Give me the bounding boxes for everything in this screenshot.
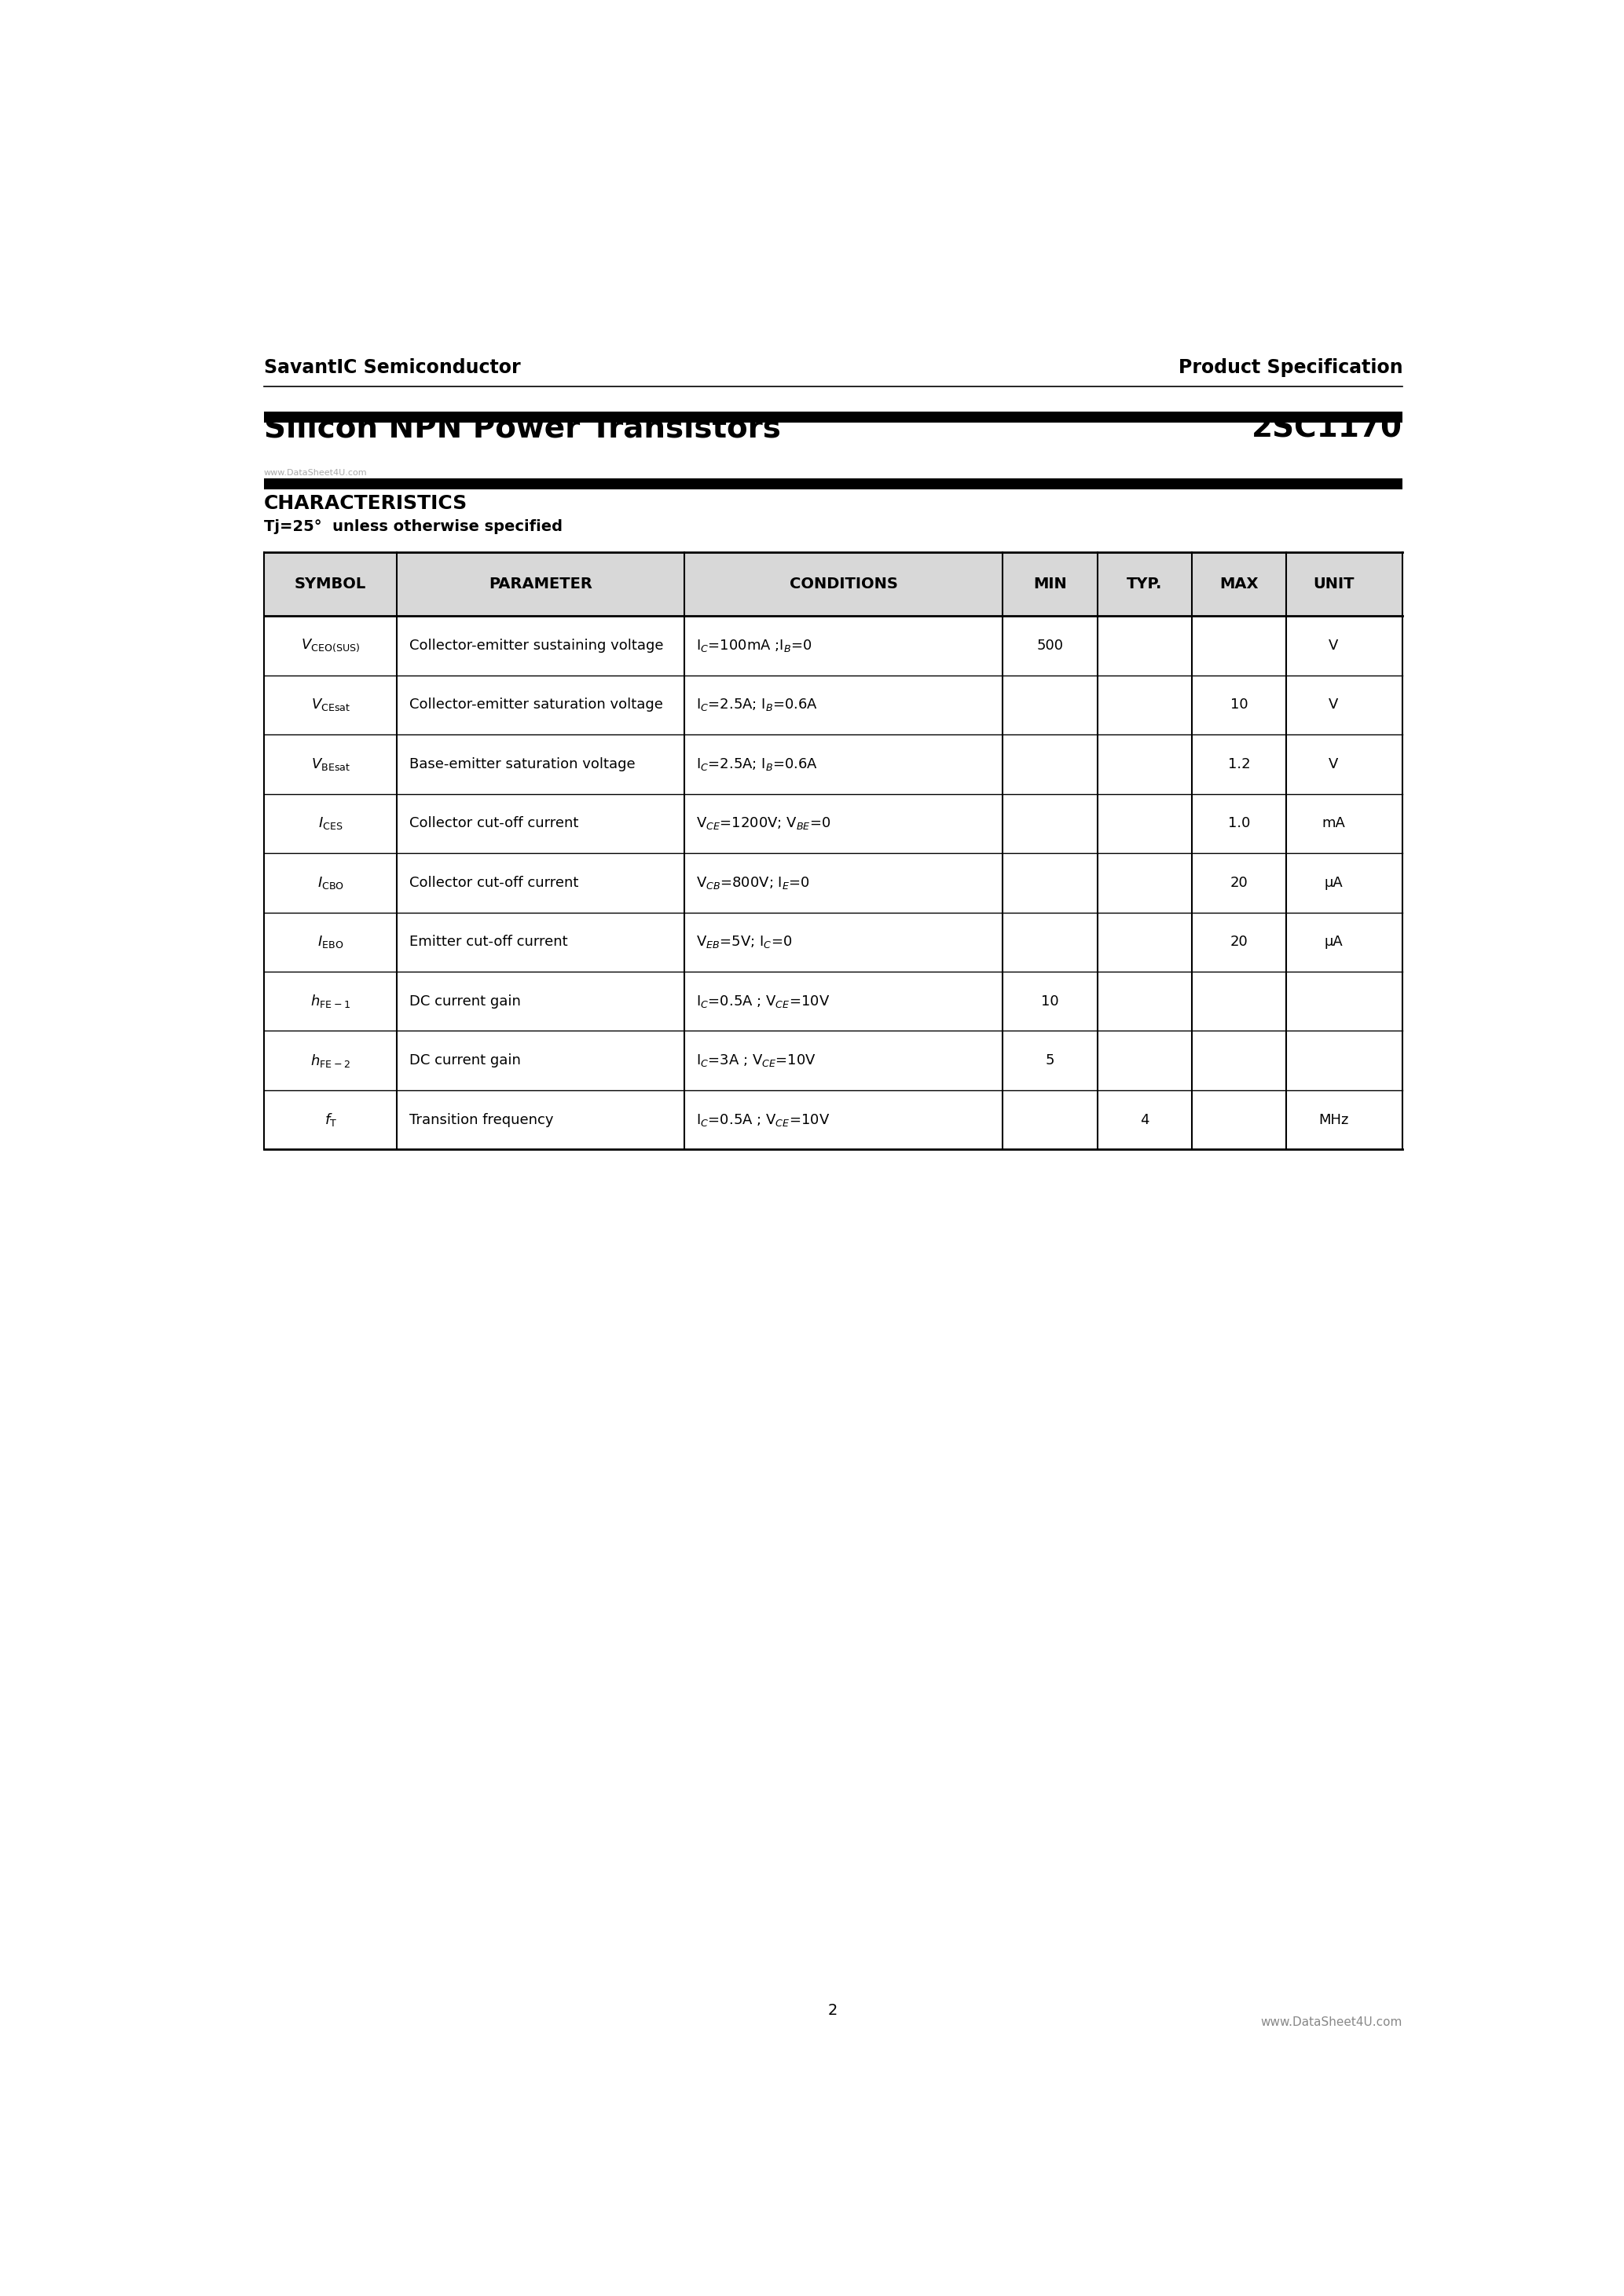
Text: www.DataSheet4U.com: www.DataSheet4U.com [263, 468, 367, 478]
Text: h$_{{\mathrm{{FE-2}}}}$: h$_{{\mathrm{{FE-2}}}}$ [310, 1052, 351, 1070]
Bar [263, 411, 1403, 422]
Text: 2: 2 [828, 2002, 836, 2018]
Text: Tj=25°  unless otherwise specified: Tj=25° unless otherwise specified [263, 519, 562, 535]
Text: 10: 10 [1231, 698, 1247, 712]
Text: μA: μA [1324, 875, 1343, 891]
Text: V: V [1328, 758, 1338, 771]
Text: 4: 4 [1140, 1114, 1150, 1127]
Text: Silicon NPN Power Transistors: Silicon NPN Power Transistors [263, 413, 781, 443]
Text: SYMBOL: SYMBOL [294, 576, 367, 592]
Text: 1.0: 1.0 [1228, 817, 1250, 831]
Text: Collector cut-off current: Collector cut-off current [409, 817, 578, 831]
Text: UNIT: UNIT [1314, 576, 1354, 592]
Text: 20: 20 [1231, 875, 1249, 891]
Text: Base-emitter saturation voltage: Base-emitter saturation voltage [409, 758, 635, 771]
Text: Collector cut-off current: Collector cut-off current [409, 875, 578, 891]
Text: MHz: MHz [1319, 1114, 1348, 1127]
Text: mA: mA [1322, 817, 1345, 831]
Text: V$_{EB}$=5V; I$_C$=0: V$_{EB}$=5V; I$_C$=0 [697, 934, 793, 951]
Text: SavantIC Semiconductor: SavantIC Semiconductor [263, 358, 521, 377]
Text: f$_{{\mathrm{{T}}}}$: f$_{{\mathrm{{T}}}}$ [325, 1111, 336, 1127]
Text: www.DataSheet4U.com: www.DataSheet4U.com [1260, 2016, 1403, 2027]
Text: I$_C$=2.5A; I$_B$=0.6A: I$_C$=2.5A; I$_B$=0.6A [697, 698, 818, 712]
Text: Collector-emitter sustaining voltage: Collector-emitter sustaining voltage [409, 638, 664, 652]
Text: V: V [1328, 698, 1338, 712]
Bar [263, 553, 1403, 615]
Text: PARAMETER: PARAMETER [489, 576, 593, 592]
Text: I$_C$=3A ; V$_{CE}$=10V: I$_C$=3A ; V$_{CE}$=10V [697, 1054, 817, 1068]
Text: V$_{{\mathrm{{CEO(SUS)}}}}$: V$_{{\mathrm{{CEO(SUS)}}}}$ [300, 638, 361, 654]
Text: TYP.: TYP. [1127, 576, 1163, 592]
Text: Collector-emitter saturation voltage: Collector-emitter saturation voltage [409, 698, 663, 712]
Text: V: V [1328, 638, 1338, 652]
Text: 1.2: 1.2 [1228, 758, 1250, 771]
Text: 5: 5 [1046, 1054, 1054, 1068]
Text: 500: 500 [1036, 638, 1064, 652]
Text: I$_{{\mathrm{{CES}}}}$: I$_{{\mathrm{{CES}}}}$ [318, 815, 343, 831]
Text: I$_{{\mathrm{{CBO}}}}$: I$_{{\mathrm{{CBO}}}}$ [317, 875, 344, 891]
Text: 10: 10 [1041, 994, 1059, 1008]
Text: V$_{{\mathrm{{CEsat}}}}$: V$_{{\mathrm{{CEsat}}}}$ [310, 698, 351, 712]
Text: DC current gain: DC current gain [409, 994, 521, 1008]
Text: DC current gain: DC current gain [409, 1054, 521, 1068]
Text: I$_C$=2.5A; I$_B$=0.6A: I$_C$=2.5A; I$_B$=0.6A [697, 755, 818, 771]
Text: V$_{CB}$=800V; I$_E$=0: V$_{CB}$=800V; I$_E$=0 [697, 875, 810, 891]
Text: Product Specification: Product Specification [1177, 358, 1403, 377]
Text: CONDITIONS: CONDITIONS [789, 576, 898, 592]
Text: h$_{{\mathrm{{FE-1}}}}$: h$_{{\mathrm{{FE-1}}}}$ [310, 994, 351, 1010]
Text: Transition frequency: Transition frequency [409, 1114, 554, 1127]
Text: I$_C$=100mA ;I$_B$=0: I$_C$=100mA ;I$_B$=0 [697, 638, 812, 654]
Bar [263, 478, 1403, 489]
Text: MAX: MAX [1220, 576, 1259, 592]
Text: 20: 20 [1231, 934, 1249, 948]
Text: I$_C$=0.5A ; V$_{CE}$=10V: I$_C$=0.5A ; V$_{CE}$=10V [697, 994, 830, 1010]
Text: V$_{CE}$=1200V; V$_{BE}$=0: V$_{CE}$=1200V; V$_{BE}$=0 [697, 815, 831, 831]
Text: I$_C$=0.5A ; V$_{CE}$=10V: I$_C$=0.5A ; V$_{CE}$=10V [697, 1111, 830, 1127]
Text: MIN: MIN [1033, 576, 1067, 592]
Text: I$_{{\mathrm{{EBO}}}}$: I$_{{\mathrm{{EBO}}}}$ [317, 934, 344, 951]
Text: Emitter cut-off current: Emitter cut-off current [409, 934, 568, 948]
Text: CHARACTERISTICS: CHARACTERISTICS [263, 494, 468, 514]
Text: V$_{{\mathrm{{BEsat}}}}$: V$_{{\mathrm{{BEsat}}}}$ [310, 755, 351, 771]
Text: μA: μA [1324, 934, 1343, 948]
Text: 2SC1170: 2SC1170 [1252, 413, 1403, 443]
